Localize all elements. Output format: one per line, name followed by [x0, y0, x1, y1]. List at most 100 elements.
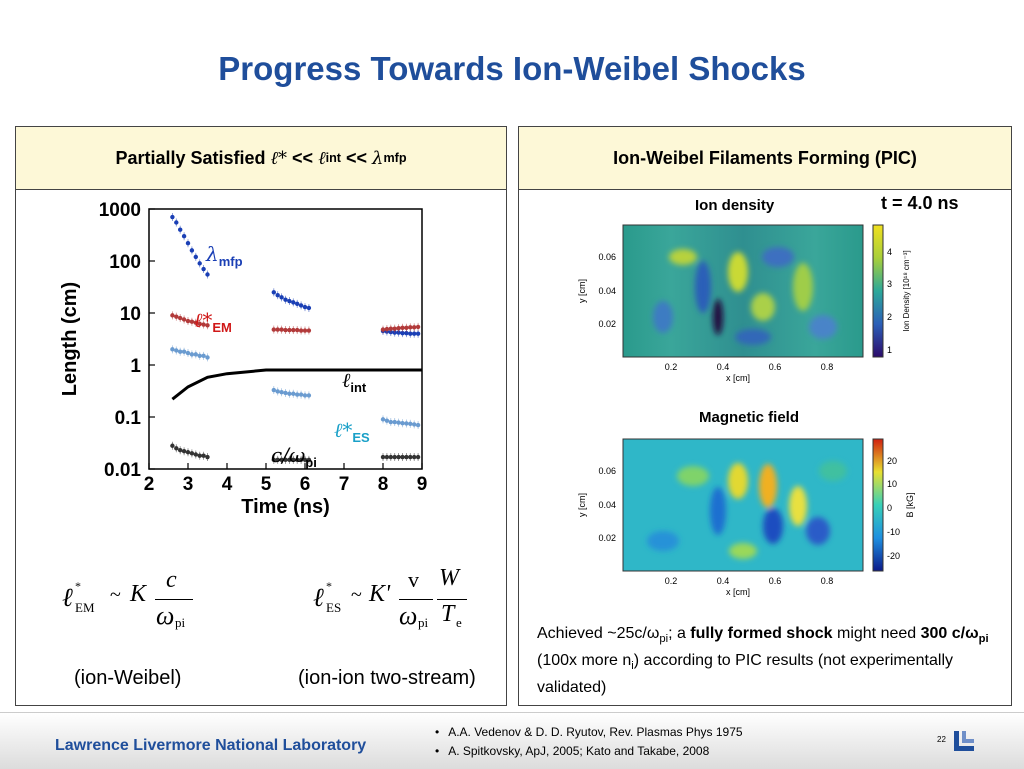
- y-tick-label: 0.1: [115, 408, 142, 429]
- y-axis-label: y [cm]: [577, 493, 587, 517]
- x-tick: 0.4: [717, 362, 730, 372]
- colorbar-tick: -10: [887, 527, 900, 537]
- data-point: [185, 350, 191, 356]
- y-tick-label: 10: [120, 304, 141, 325]
- x-axis-label: Time (ns): [241, 496, 330, 518]
- data-point: [415, 422, 421, 428]
- data-point: [400, 454, 405, 460]
- data-point: [306, 305, 312, 311]
- data-point: [302, 457, 308, 463]
- data-point: [404, 421, 409, 426]
- colorbar-label: B [kG]: [905, 492, 915, 517]
- y-tick: 0.02: [598, 319, 616, 329]
- data-point: [400, 325, 405, 330]
- data-point: [302, 304, 308, 310]
- data-point: [178, 349, 183, 354]
- data-point: [181, 317, 187, 322]
- data-point: [178, 315, 183, 321]
- x-tick-label: 3: [183, 474, 194, 495]
- data-point: [283, 390, 288, 396]
- left-panel-heading: Partially Satisfied ℓ* << ℓ int << λ mfp: [16, 127, 506, 190]
- x-tick: 0.6: [769, 362, 782, 372]
- references: A.A. Vedenov & D. D. Ryutov, Rev. Plasma…: [435, 723, 742, 761]
- y-tick: 0.02: [598, 533, 616, 543]
- data-point: [283, 297, 288, 302]
- data-point: [306, 457, 312, 463]
- data-point: [408, 421, 413, 426]
- data-point: [178, 227, 183, 232]
- data-point: [298, 392, 304, 397]
- data-point: [174, 348, 179, 353]
- data-point: [205, 272, 210, 277]
- plot-frame: [148, 208, 423, 470]
- data-point: [412, 422, 417, 427]
- x-axis-label: x [cm]: [726, 587, 750, 597]
- data-point: [279, 295, 284, 300]
- x-tick-label: 6: [300, 474, 311, 495]
- data-point: [291, 391, 296, 396]
- data-point: [295, 457, 300, 463]
- y-tick-label: 100: [109, 252, 141, 273]
- series-annotation: ℓint: [342, 368, 367, 395]
- data-point: [287, 391, 292, 396]
- fraction-bar: [399, 599, 433, 600]
- colorbar-tick: 0: [887, 503, 892, 513]
- data-point: [400, 330, 405, 336]
- right-panel: Ion-Weibel Filaments Forming (PIC) t = 4…: [518, 126, 1012, 706]
- colorbar-tick: 20: [887, 456, 897, 466]
- data-point: [380, 454, 386, 460]
- data-point: [201, 322, 206, 327]
- data-point: [384, 454, 390, 460]
- data-point: [193, 452, 198, 457]
- colorbar-tick: 3: [887, 279, 892, 289]
- y-tick-label: 0.01: [104, 460, 141, 481]
- data-point: [174, 446, 179, 451]
- data-point: [271, 290, 276, 295]
- footer: Lawrence Livermore National Laboratory A…: [0, 712, 1024, 769]
- data-point: [392, 419, 397, 425]
- x-tick-label: 2: [144, 474, 155, 495]
- data-point: [205, 454, 210, 460]
- data-point: [388, 419, 393, 425]
- lab-name: Lawrence Livermore National Laboratory: [55, 737, 367, 754]
- x-axis-label: x [cm]: [726, 373, 750, 383]
- data-point: [396, 326, 401, 331]
- y-tick-label: 1000: [99, 200, 141, 221]
- data-point: [412, 454, 417, 460]
- field-filaments: [647, 461, 847, 559]
- x-tick-label: 5: [261, 474, 272, 495]
- fraction-bar: [437, 599, 467, 600]
- data-point: [412, 325, 417, 330]
- data-point: [295, 392, 300, 397]
- reference-item: A.A. Vedenov & D. D. Ryutov, Rev. Plasma…: [435, 723, 742, 742]
- data-point: [404, 454, 409, 460]
- data-point: [392, 454, 397, 460]
- data-point: [205, 355, 210, 360]
- data-point: [197, 353, 202, 359]
- data-point: [174, 220, 179, 225]
- colorbar-label: Ion Density [10¹⁸ cm⁻³]: [902, 250, 911, 331]
- data-point: [201, 353, 206, 359]
- fraction-bar: [155, 599, 193, 600]
- data-point: [295, 301, 300, 307]
- data-point: [380, 327, 386, 332]
- x-tick: 0.2: [665, 362, 678, 372]
- page-number: 22: [937, 735, 946, 744]
- data-point: [170, 313, 175, 318]
- time-label: t = 4.0 ns: [881, 193, 959, 213]
- x-tick-label: 4: [222, 474, 233, 495]
- x-tick-label: 7: [339, 474, 350, 495]
- data-point: [201, 453, 206, 458]
- data-point: [408, 325, 413, 330]
- data-point: [415, 454, 421, 460]
- data-point: [197, 321, 202, 326]
- field-colorbar: [872, 438, 884, 572]
- density-colorbar: [872, 224, 884, 358]
- data-point: [189, 451, 195, 456]
- data-point: [181, 233, 187, 239]
- x-tick: 0.2: [665, 576, 678, 586]
- right-panel-heading: Ion-Weibel Filaments Forming (PIC): [519, 127, 1011, 190]
- data-point: [302, 393, 308, 398]
- x-tick: 0.6: [769, 576, 782, 586]
- data-point: [404, 330, 409, 336]
